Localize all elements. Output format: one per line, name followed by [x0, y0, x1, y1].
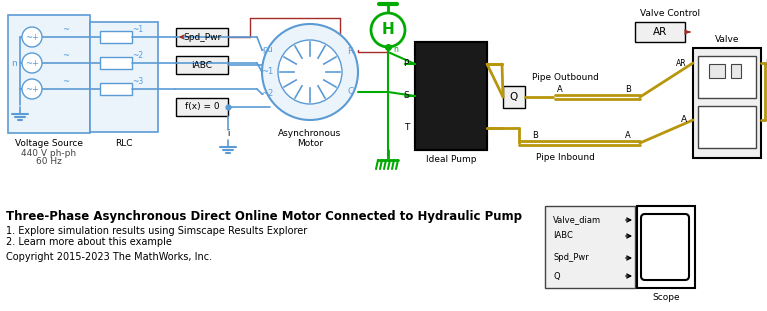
Text: H: H: [382, 22, 394, 38]
Text: ~+: ~+: [25, 58, 39, 67]
Text: 440 V ph-ph: 440 V ph-ph: [21, 148, 77, 157]
Text: AR: AR: [653, 27, 667, 37]
Text: ~+: ~+: [25, 85, 39, 94]
Text: iABC: iABC: [192, 61, 212, 69]
Text: Valve_diam: Valve_diam: [553, 216, 601, 225]
Bar: [176, 56, 228, 74]
Circle shape: [22, 53, 42, 73]
Text: B: B: [532, 131, 538, 140]
Text: 60 Hz: 60 Hz: [36, 157, 62, 166]
Text: Voltage Source: Voltage Source: [15, 138, 83, 147]
Bar: [637, 206, 695, 288]
Bar: [693, 48, 761, 158]
Circle shape: [278, 40, 342, 104]
Text: ~1: ~1: [261, 67, 273, 77]
Bar: [100, 83, 132, 95]
Text: ~+: ~+: [25, 33, 39, 41]
Text: A: A: [557, 85, 563, 94]
Text: P: P: [403, 59, 409, 68]
Text: A: A: [625, 131, 631, 140]
Text: S: S: [403, 91, 409, 100]
Circle shape: [22, 27, 42, 47]
Text: ~2: ~2: [133, 50, 143, 59]
Text: Motor: Motor: [297, 140, 323, 148]
Text: AR: AR: [676, 58, 687, 67]
Text: ~: ~: [62, 26, 70, 35]
Bar: [635, 22, 685, 42]
Bar: [731, 64, 741, 78]
Text: 2. Learn more about this example: 2. Learn more about this example: [6, 237, 172, 247]
Text: ~1: ~1: [133, 25, 143, 34]
Text: Pipe Outbound: Pipe Outbound: [532, 73, 598, 82]
Text: T: T: [403, 123, 409, 132]
Circle shape: [371, 13, 405, 47]
Circle shape: [262, 24, 358, 120]
Bar: [415, 42, 487, 150]
Bar: [545, 206, 635, 288]
Text: n: n: [393, 45, 398, 54]
Text: f(x) = 0: f(x) = 0: [185, 103, 219, 112]
Text: B: B: [765, 58, 767, 67]
Text: RLC: RLC: [115, 138, 133, 147]
Bar: [100, 31, 132, 43]
Text: B: B: [625, 85, 631, 94]
Circle shape: [22, 79, 42, 99]
Text: 1. Explore simulation results using Simscape Results Explorer: 1. Explore simulation results using Sims…: [6, 226, 308, 236]
Bar: [503, 86, 525, 108]
Bar: [698, 106, 756, 148]
Text: ~2: ~2: [261, 90, 273, 99]
Bar: [698, 56, 756, 98]
Bar: [176, 98, 228, 116]
Text: ~: ~: [62, 77, 70, 86]
Text: Valve: Valve: [715, 35, 739, 44]
Text: n: n: [12, 58, 17, 67]
Text: IABC: IABC: [553, 231, 573, 240]
Bar: [100, 57, 132, 69]
Bar: [415, 42, 487, 150]
Bar: [90, 22, 158, 132]
Text: Valve Control: Valve Control: [640, 10, 700, 18]
Bar: [8, 15, 90, 133]
Text: Copyright 2015-2023 The MathWorks, Inc.: Copyright 2015-2023 The MathWorks, Inc.: [6, 252, 212, 262]
Bar: [709, 64, 725, 78]
Text: Three-Phase Asynchronous Direct Online Motor Connected to Hydraulic Pump: Three-Phase Asynchronous Direct Online M…: [6, 210, 522, 223]
Text: Q: Q: [510, 92, 518, 102]
Text: Spd_Pwr: Spd_Pwr: [553, 253, 589, 262]
Text: Spd_Pwr: Spd_Pwr: [183, 33, 221, 41]
Text: R: R: [347, 48, 354, 57]
FancyBboxPatch shape: [641, 214, 689, 280]
Text: Ideal Pump: Ideal Pump: [426, 156, 476, 165]
Text: Scope: Scope: [652, 294, 680, 303]
Text: Pipe Inbound: Pipe Inbound: [535, 154, 594, 163]
Text: pu: pu: [262, 45, 273, 54]
Text: A: A: [681, 115, 687, 124]
Text: C: C: [347, 87, 354, 96]
Text: i: i: [227, 129, 229, 138]
Text: Asynchronous: Asynchronous: [278, 129, 341, 138]
Text: Q: Q: [553, 272, 560, 281]
Text: ~: ~: [62, 52, 70, 61]
Bar: [176, 28, 228, 46]
Text: ~3: ~3: [133, 77, 143, 86]
